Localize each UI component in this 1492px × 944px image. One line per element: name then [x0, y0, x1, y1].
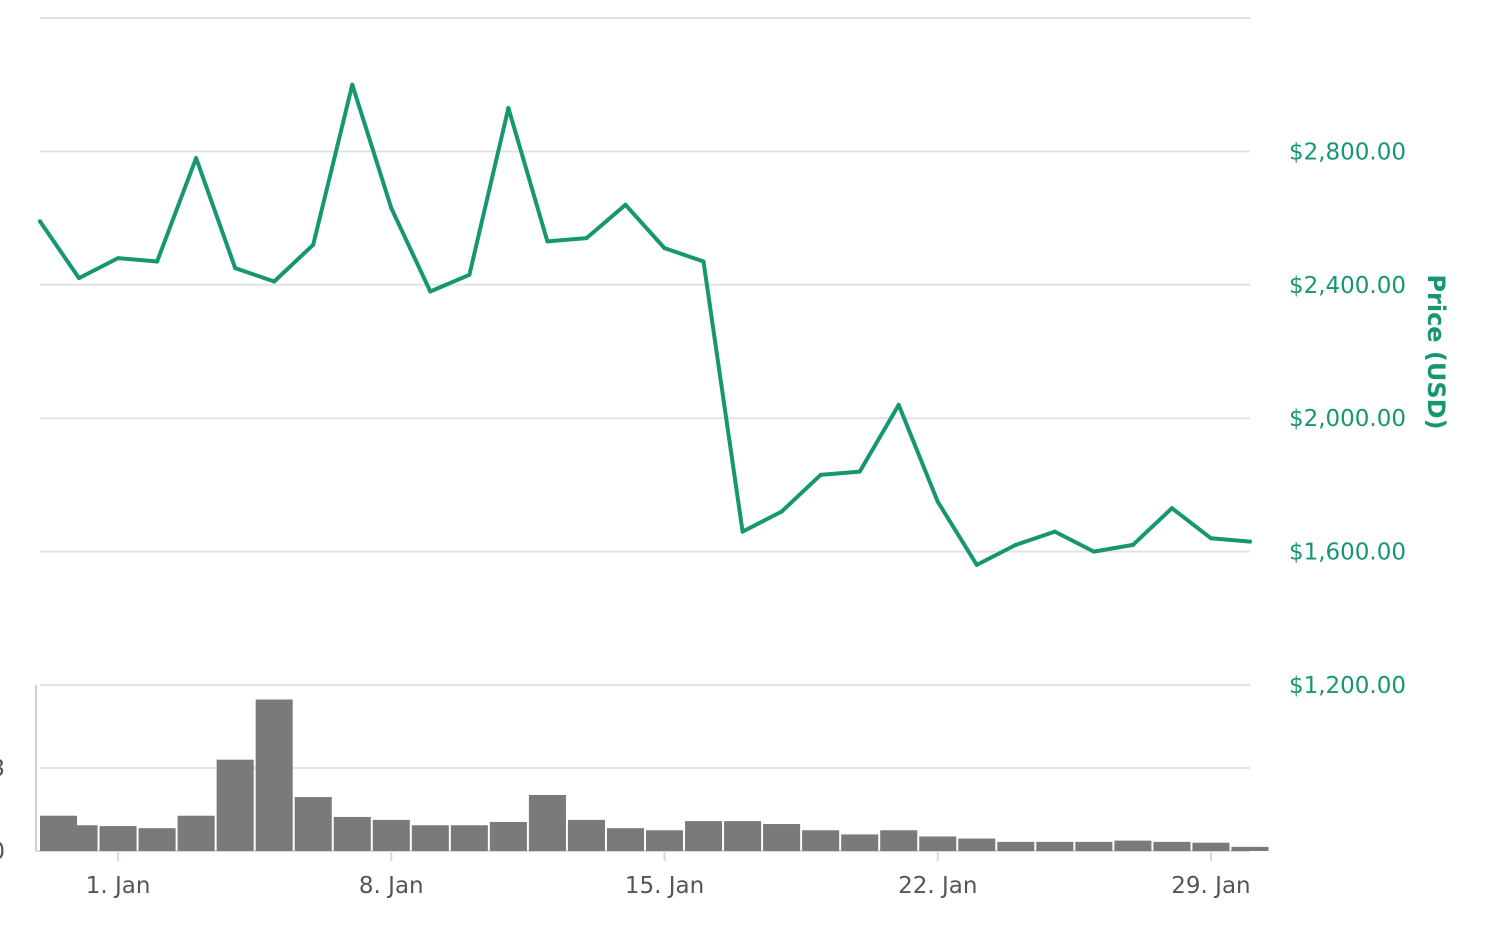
volume-bar	[997, 841, 1035, 851]
volume-bar	[1192, 842, 1230, 851]
volume-bars	[40, 699, 1269, 851]
price-point	[155, 259, 160, 264]
price-point	[818, 472, 823, 477]
price-point	[740, 529, 745, 534]
volume-bar	[372, 819, 410, 851]
volume-bar	[411, 825, 449, 851]
price-point	[584, 236, 589, 241]
volume-bar	[528, 794, 566, 851]
x-axis-ticks: 1. Jan 8. Jan 15. Jan 22. Jan 29. Jan	[86, 851, 1251, 899]
price-point	[506, 106, 511, 111]
price-point	[1169, 506, 1174, 511]
volume-bar	[1153, 841, 1191, 851]
volume-bar	[763, 824, 801, 851]
price-tick-label: $2,800.00	[1289, 139, 1406, 165]
price-point	[389, 206, 394, 211]
price-axis-ticks: $1,200.00 $1,600.00 $2,000.00 $2,400.00 $2,8…	[1289, 139, 1406, 699]
price-axis-title: Price (USD)	[1422, 274, 1450, 429]
volume-bar	[177, 815, 215, 851]
volume-bar	[489, 821, 527, 851]
volume-bar	[1231, 846, 1269, 851]
volume-bar	[606, 828, 644, 851]
volume-bar	[1075, 841, 1113, 851]
x-tick-label: 15. Jan	[625, 873, 704, 899]
price-point	[116, 256, 121, 261]
volume-bar	[216, 759, 254, 851]
price-point	[311, 242, 316, 247]
price-point	[896, 402, 901, 407]
volume-bar	[450, 825, 488, 851]
volume-bar	[138, 828, 176, 851]
price-point	[1208, 536, 1213, 541]
x-tick-label: 22. Jan	[898, 873, 977, 899]
volume-bar	[567, 819, 605, 851]
price-point	[545, 239, 550, 244]
price-point	[1130, 542, 1135, 547]
x-tick-label: 8. Jan	[359, 873, 424, 899]
volume-bar	[294, 797, 332, 851]
price-point	[428, 289, 433, 294]
price-point	[662, 246, 667, 251]
volume-bar	[1036, 841, 1074, 851]
price-point	[350, 82, 355, 87]
price-point	[194, 156, 199, 161]
x-tick-label: 29. Jan	[1171, 873, 1250, 899]
volume-bar	[60, 825, 98, 851]
volume-bar	[255, 699, 293, 851]
price-point	[77, 276, 82, 281]
volume-bar	[685, 821, 723, 851]
price-tick-label: $2,400.00	[1289, 273, 1406, 299]
volume-bar	[1114, 840, 1152, 851]
price-series-line	[38, 82, 1252, 567]
price-point	[857, 469, 862, 474]
price-point	[1013, 542, 1018, 547]
price-tick-label: $1,200.00	[1289, 673, 1406, 699]
price-point	[935, 499, 940, 504]
volume-bar	[646, 830, 684, 851]
price-tick-label: $2,000.00	[1289, 406, 1406, 432]
price-tick-label: $1,600.00	[1289, 540, 1406, 566]
price-point	[974, 562, 979, 567]
price-line	[38, 82, 1252, 567]
volume-tick-label: 3	[0, 756, 5, 782]
price-point	[467, 272, 472, 277]
price-point	[1248, 539, 1252, 544]
volume-bar	[99, 826, 137, 851]
price-point	[38, 219, 42, 224]
volume-bar	[880, 830, 918, 851]
volume-bar	[919, 836, 957, 851]
x-tick-label: 1. Jan	[86, 873, 151, 899]
price-point	[1052, 529, 1057, 534]
price-gridlines	[40, 17, 1250, 686]
price-point	[701, 259, 706, 264]
volume-tick-label: 0	[0, 839, 5, 865]
volume-bar	[802, 830, 840, 851]
price-point	[233, 266, 238, 271]
volume-bar	[333, 816, 371, 851]
volume-bar	[841, 834, 879, 851]
price-point	[1091, 549, 1096, 554]
price-point	[623, 202, 628, 207]
price-point	[272, 279, 277, 284]
volume-axis-ticks: 03	[0, 756, 5, 865]
price-point	[779, 509, 784, 514]
volume-bar	[724, 821, 762, 851]
volume-bar	[958, 838, 996, 851]
